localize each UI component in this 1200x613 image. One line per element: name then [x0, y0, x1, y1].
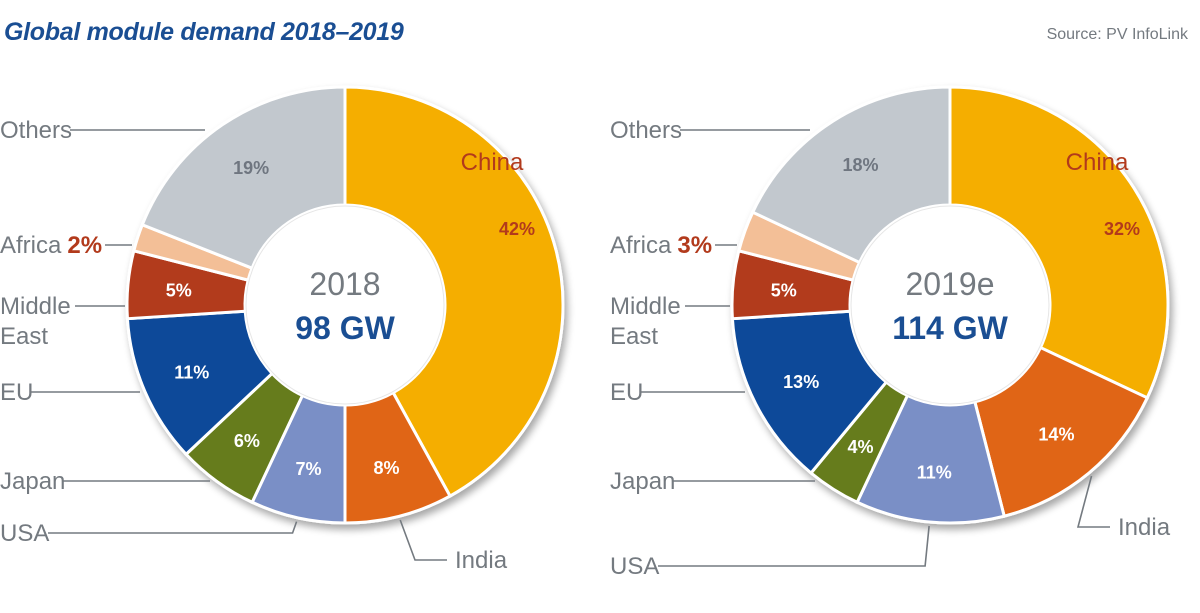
legend-label-africa: Africa 2%	[0, 232, 102, 259]
legend-label-eu: EU	[610, 379, 643, 406]
legend-label-others: Others	[0, 117, 72, 144]
legend-label-usa: USA	[0, 520, 49, 547]
donut-hole	[850, 205, 1050, 405]
legend-label-middle-east-line2: East	[0, 323, 48, 350]
pct-label-india: 8%	[374, 458, 400, 478]
center-year-label: 2018	[309, 266, 380, 302]
chart-title: Global module demand 2018–2019	[4, 18, 404, 46]
legend-label-middle-east: Middle	[610, 293, 681, 320]
pct-label-eu: 13%	[783, 372, 819, 392]
slice-others-2018	[140, 85, 347, 271]
donut-2019e: 2019e 114 GW China 32% 14% 11% 4% 13% 5% 18%	[730, 85, 1170, 525]
pct-label-china: 42%	[499, 219, 535, 239]
source-note: Source: PV InfoLink	[1046, 26, 1188, 43]
slice-china-2018	[343, 85, 565, 499]
pct-label-middle-east: 5%	[771, 280, 797, 300]
center-year-label: 2019e	[906, 266, 995, 302]
leader-line-usa	[48, 521, 298, 534]
legend-label-middle-east: Middle	[0, 293, 71, 320]
legend-label-africa: Africa 3%	[610, 232, 712, 259]
pct-label-others: 19%	[233, 158, 269, 178]
legend-label-japan: Japan	[610, 468, 675, 495]
slice-others-2019e	[750, 85, 952, 265]
center-total-label: 114 GW	[892, 310, 1008, 346]
leader-line-india	[1076, 475, 1110, 528]
leader-line-usa	[658, 525, 930, 567]
donut-hole	[245, 205, 445, 405]
center-total-label: 98 GW	[295, 310, 395, 346]
pct-label-japan: 4%	[848, 437, 874, 457]
china-inner-label: China	[461, 149, 524, 176]
leader-line-india	[399, 519, 447, 561]
africa-pct-label: 2%	[67, 232, 102, 259]
legend-label-middle-east-line2: East	[610, 323, 658, 350]
pct-label-usa: 11%	[917, 462, 952, 482]
legend-label-others: Others	[610, 117, 682, 144]
legend-label-usa: USA	[610, 553, 659, 580]
slice-india-2019e	[973, 345, 1150, 518]
pct-label-usa: 7%	[296, 459, 322, 479]
slice-china-2019e	[948, 85, 1170, 400]
pct-label-middle-east: 5%	[166, 280, 192, 300]
slice-eu-2019e	[730, 309, 889, 476]
africa-pct-label: 3%	[677, 232, 712, 259]
pct-label-others: 18%	[843, 155, 879, 175]
legend-label-eu: EU	[0, 379, 33, 406]
pct-label-india: 14%	[1038, 425, 1074, 445]
pct-label-china: 32%	[1104, 219, 1140, 239]
legend-label-india: India	[1118, 514, 1171, 541]
legend-label-japan: Japan	[0, 468, 65, 495]
pct-label-japan: 6%	[234, 431, 260, 451]
legend-label-india: India	[455, 547, 508, 574]
pct-label-eu: 11%	[174, 362, 209, 382]
china-inner-label: China	[1066, 149, 1129, 176]
donut-2018: 2018 98 GW China 42% 8% 7% 6% 11% 5% 19%	[125, 85, 565, 525]
